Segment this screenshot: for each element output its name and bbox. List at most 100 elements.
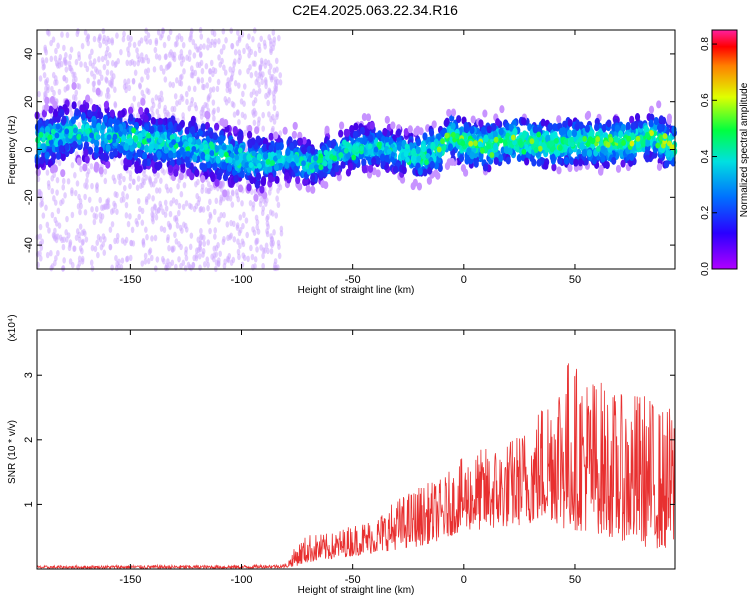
spectrogram-noise-dot: [275, 66, 279, 73]
spectrogram-noise-dot: [124, 86, 128, 94]
spectrogram-noise-dot: [97, 56, 101, 63]
spectrogram-dot: [507, 147, 513, 156]
spectrogram-noise-dot: [154, 53, 159, 60]
spectrogram-noise-dot: [132, 95, 137, 102]
spectrogram-dot: [282, 126, 288, 135]
spectrogram-peak-dot: [171, 139, 176, 146]
spectrogram-dot: [665, 149, 671, 158]
spectrogram-noise-dot: [275, 78, 280, 86]
spectrogram-noise-dot: [92, 58, 97, 65]
spectrogram-peak-dot: [533, 146, 539, 153]
spectrogram-dot: [365, 113, 372, 122]
spectrogram-dot: [70, 116, 76, 125]
spectrogram-noise-dot: [228, 195, 233, 202]
spectrogram-noise-dot: [128, 170, 133, 177]
spectrogram-peak-dot: [384, 136, 390, 143]
spectrogram-noise-dot: [77, 236, 82, 243]
spectrogram-noise-dot: [102, 249, 107, 256]
spectrogram-noise-dot: [200, 67, 205, 75]
spectrogram-dot: [72, 141, 78, 150]
spectrogram-dot: [186, 168, 192, 177]
spectrogram-noise-dot: [56, 249, 60, 257]
spectrogram-noise-dot: [92, 35, 97, 43]
chart-title: C2E4.2025.063.22.34.R16: [292, 2, 458, 18]
spectrogram-dot: [460, 164, 467, 173]
spectrogram-noise-dot: [105, 59, 110, 67]
spectrogram-noise-dot: [271, 125, 275, 133]
spectrogram-dot: [531, 158, 537, 167]
spectrogram-noise-dot: [86, 77, 90, 84]
spectrogram-noise-dot: [254, 70, 258, 77]
spectrogram-dot: [508, 123, 514, 132]
spectrogram-dot: [259, 185, 265, 194]
spectrogram-noise-dot: [176, 209, 181, 217]
spectrogram-dot: [444, 117, 450, 126]
spectrogram-noise-dot: [199, 51, 203, 58]
spectrogram-noise-dot: [275, 113, 279, 120]
spectrogram-noise-dot: [198, 264, 202, 271]
spectrogram-peak-dot: [377, 141, 382, 148]
spectrogram-noise-dot: [255, 76, 260, 83]
spectrogram-noise-dot: [225, 86, 230, 94]
spectrogram-noise-dot: [40, 238, 45, 245]
spectrogram-noise-dot: [121, 191, 125, 198]
spectrogram-dot: [415, 138, 422, 147]
spectrogram-noise-dot: [110, 208, 114, 215]
spectrogram-noise-dot: [64, 76, 69, 84]
spectrogram-noise-dot: [181, 56, 186, 63]
spectrogram-noise-dot: [241, 252, 246, 259]
spectrogram-noise-dot: [267, 34, 271, 41]
spectrogram-noise-dot: [39, 190, 43, 198]
spectrogram-dot: [293, 165, 299, 174]
spectrogram-noise-dot: [86, 168, 91, 175]
spectrogram-noise-dot: [263, 247, 267, 254]
spectrogram-dot: [566, 129, 573, 138]
spectrogram-peak-dot: [187, 137, 193, 144]
spectrogram-peak-dot: [293, 154, 299, 161]
spectrogram-dot: [473, 159, 479, 168]
spectrogram-noise-dot: [181, 41, 186, 49]
spectrogram-noise-dot: [181, 112, 185, 119]
spectrogram-noise-dot: [170, 51, 175, 58]
spectrogram-noise-dot: [64, 59, 69, 66]
spectrogram-noise-dot: [140, 76, 144, 83]
spectrogram-dot: [487, 131, 494, 140]
spectrogram-noise-dot: [156, 29, 161, 36]
spectrogram-dot: [216, 172, 222, 181]
spectrogram-dot: [324, 125, 330, 134]
spectrogram-noise-dot: [255, 218, 260, 226]
spectrogram-noise-dot: [180, 227, 184, 234]
spectrogram-noise-dot: [212, 30, 217, 38]
spectrogram-noise-dot: [252, 229, 257, 236]
spectrogram-dot: [428, 128, 435, 137]
spectrogram-noise-dot: [203, 101, 208, 109]
spectrogram-dot: [58, 145, 65, 154]
spectrogram-peak-dot: [173, 143, 179, 150]
spectrogram-noise-dot: [274, 85, 279, 93]
spectrogram-dot: [482, 109, 488, 118]
spectrogram-peak-dot: [595, 145, 601, 152]
spectrogram-noise-dot: [122, 175, 126, 183]
spectrogram-noise-dot: [274, 57, 279, 65]
spectrogram-noise-dot: [66, 178, 71, 185]
spectrogram-dot: [175, 150, 181, 159]
spectrogram-dot: [223, 118, 229, 127]
spectrogram-dot: [347, 162, 354, 171]
spectrogram-noise-dot: [148, 38, 153, 46]
spectrogram-dot: [292, 121, 298, 130]
spectrogram-dot: [138, 106, 144, 115]
spectrogram-peak-dot: [577, 136, 583, 143]
spectrogram-noise-dot: [202, 43, 206, 50]
spectrogram-dot: [55, 151, 61, 160]
spectrogram-peak-dot: [47, 134, 53, 141]
spectrogram-dot: [536, 158, 542, 167]
spectrogram-noise-dot: [212, 41, 217, 48]
spectrogram-dot: [521, 117, 527, 126]
spectrogram-noise-dot: [95, 239, 100, 246]
spectrogram-noise-dot: [251, 205, 255, 212]
spectrogram-noise-dot: [122, 184, 127, 192]
spectrogram-peak-dot: [221, 144, 227, 151]
spectrogram-dot: [344, 128, 351, 137]
spectrogram-noise-dot: [263, 62, 268, 69]
spectrogram-noise-dot: [141, 237, 146, 245]
